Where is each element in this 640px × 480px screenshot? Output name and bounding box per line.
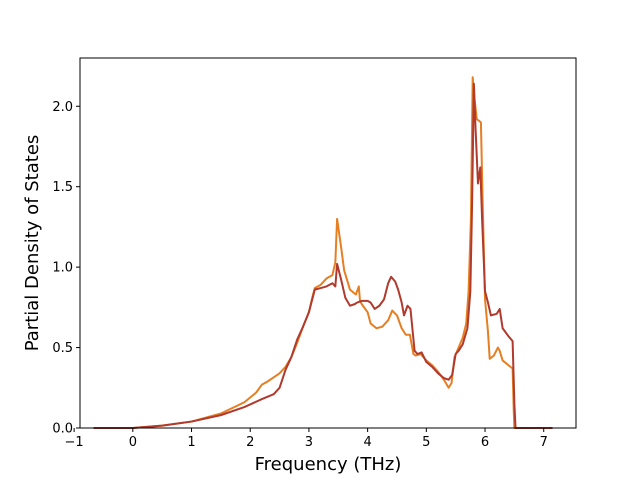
- x-tick-label: 3: [305, 435, 313, 450]
- x-tick-label: 7: [540, 435, 548, 450]
- x-tick-label: 4: [363, 435, 371, 450]
- x-tick-label: −1: [65, 435, 84, 450]
- x-tick-label: 0: [129, 435, 137, 450]
- plot-frame: [79, 57, 577, 429]
- x-tick-label: 1: [187, 435, 195, 450]
- x-tick-label: 6: [481, 435, 489, 450]
- y-tick-label: 1.0: [52, 261, 73, 276]
- x-tick-label: 5: [422, 435, 430, 450]
- y-axis-ticks: 0.0 0.5 1.0 1.5 2.0: [52, 100, 80, 437]
- series-line-2: [93, 82, 553, 429]
- y-tick-label: 1.5: [52, 180, 73, 195]
- series-layer: [93, 76, 553, 429]
- y-axis-label: Partial Density of States: [22, 135, 43, 352]
- y-tick-label: 0.0: [52, 422, 73, 437]
- x-axis-label: Frequency (THz): [255, 454, 402, 475]
- x-axis-ticks: −1 0 1 2 3 4 5 6 7: [65, 428, 548, 450]
- y-tick-label: 0.5: [52, 341, 73, 356]
- y-tick-label: 2.0: [52, 100, 73, 115]
- x-tick-label: 2: [246, 435, 254, 450]
